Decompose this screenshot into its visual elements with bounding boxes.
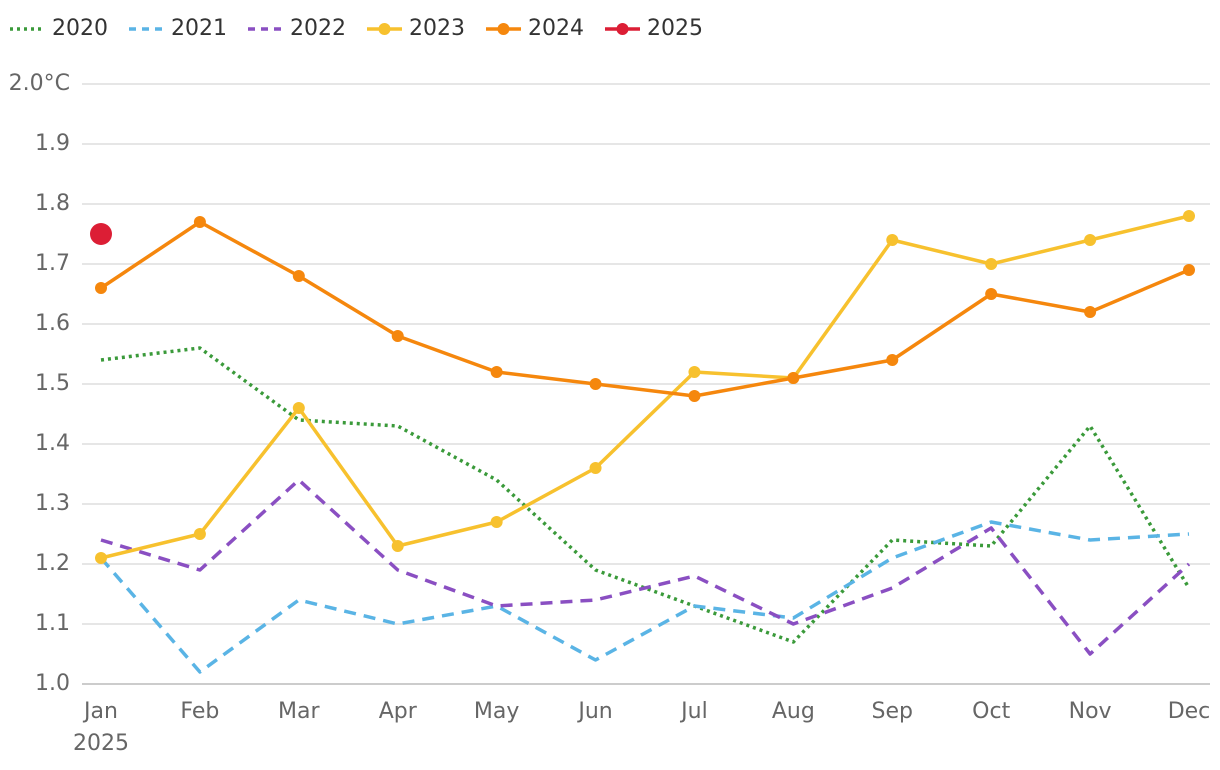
series-line [99,520,1190,674]
marker [193,528,206,540]
y-tick-label: 1.8 [35,191,70,216]
x-tick-label: Aug [772,699,815,724]
legend-label: 2020 [52,16,108,41]
marker [589,462,602,474]
y-tick-label: 1.2 [35,551,70,576]
x-tick-label: May [474,699,519,724]
y-tick-label: 1.9 [35,131,70,156]
x-tick-label: Nov [1069,699,1112,724]
marker [886,234,899,246]
legend-marker [616,23,629,35]
legend-marker [378,23,391,35]
marker [193,216,206,228]
series-line [100,214,1190,560]
x-tick-label: Mar [278,699,320,724]
marker [391,330,404,342]
marker [1084,234,1097,246]
series-line [100,220,1190,398]
y-tick-label: 2.0°C [9,71,70,96]
y-tick-label: 1.4 [35,431,70,456]
marker [490,366,503,378]
marker [886,354,899,366]
y-tick-label: 1.6 [35,311,70,336]
marker [787,372,800,384]
marker [1084,306,1097,318]
marker [985,288,998,300]
marker [490,516,503,528]
marker [688,366,701,378]
marker [95,282,107,294]
marker [589,378,602,390]
x-tick-label: Oct [972,699,1010,724]
marker [292,270,305,282]
y-tick-label: 1.3 [35,491,70,516]
x-tick-label: Jan [82,699,118,724]
marker [292,402,305,414]
y-tick-label: 1.5 [35,371,70,396]
legend-label: 2021 [171,16,227,41]
marker [1183,210,1195,222]
y-tick-label: 1.7 [35,251,70,276]
legend-label: 2023 [409,16,465,41]
x-tick-label: Jul [679,699,708,724]
marker [391,540,404,552]
legend-label: 2022 [290,16,346,41]
legend: 2020 2021 2022 2023 2024 2025 [10,16,703,41]
marker [688,390,701,402]
legend-label: 2025 [647,16,703,41]
marker [95,552,107,564]
marker [90,223,112,245]
x-tick-label: Feb [180,699,219,724]
x-tick-label: Apr [379,699,418,724]
series-line [100,346,1191,644]
series-line [100,478,1191,656]
marker [1183,264,1195,276]
x-tick-label: Dec [1168,699,1211,724]
x-tick-label: Jun [576,699,612,724]
y-tick-label: 1.1 [35,611,70,636]
x-tick-label: Sep [872,699,913,724]
x-sublabel: 2025 [73,731,129,756]
legend-marker [497,23,510,35]
marker [985,258,998,270]
legend-label: 2024 [528,16,584,41]
y-tick-label: 1.0 [35,671,70,696]
